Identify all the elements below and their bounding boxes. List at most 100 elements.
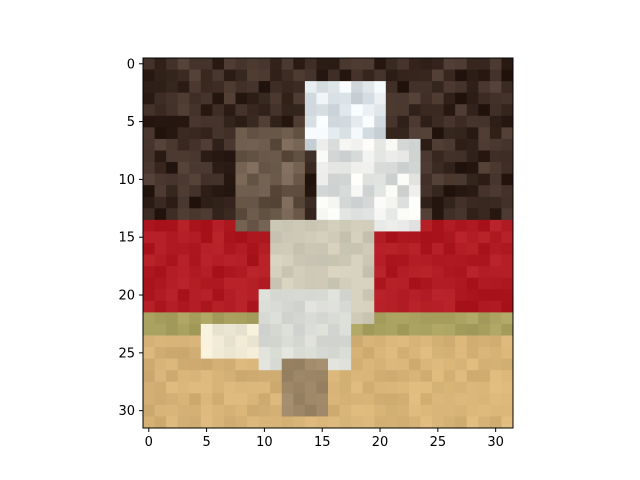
image-pixel [397,208,410,221]
image-pixel [200,150,213,163]
image-pixel [420,393,433,406]
image-pixel [466,393,479,406]
image-pixel [293,115,306,128]
image-pixel [385,347,398,360]
image-pixel [432,162,445,175]
image-pixel [420,81,433,94]
image-pixel [166,150,179,163]
image-pixel [200,196,213,209]
image-pixel [304,370,317,383]
image-pixel [362,347,375,360]
image-pixel [200,266,213,279]
image-pixel [351,219,364,232]
image-pixel [478,312,491,325]
image-pixel [247,243,260,255]
image-pixel [304,347,317,360]
image-pixel [223,69,236,82]
image-pixel [304,277,317,290]
image-pixel [362,243,375,255]
image-pixel [200,173,213,186]
image-pixel [281,254,294,267]
image-pixel [177,358,190,371]
image-pixel [489,127,502,140]
image-pixel [281,104,294,117]
image-pixel [339,104,352,117]
image-pixel [489,150,502,163]
image-pixel [270,335,283,348]
image-pixel [223,277,236,290]
image-pixel [339,347,352,360]
image-pixel [235,81,248,94]
image-pixel [339,300,352,313]
image-pixel [258,416,271,429]
image-pixel [247,381,260,394]
image-pixel [270,173,283,186]
image-pixel [420,323,433,336]
image-pixel [328,266,340,279]
image-pixel [466,254,479,267]
image-pixel [212,347,225,360]
image-pixel [212,138,225,151]
image-pixel [362,150,375,163]
image-pixel [501,92,514,105]
image-pixel [397,185,410,198]
image-pixel [166,347,179,360]
image-pixel [166,358,179,371]
image-pixel [258,92,271,105]
image-pixel [466,300,479,313]
image-pixel [247,162,260,175]
image-pixel [478,92,491,105]
image-pixel [304,300,317,313]
image-pixel [143,300,155,313]
image-pixel [281,266,294,279]
image-pixel [235,300,248,313]
image-pixel [166,219,179,232]
image-pixel [374,185,387,198]
x-tick-label: 10 [256,435,273,450]
image-pixel [362,254,375,267]
image-pixel [478,381,491,394]
image-pixel [408,381,421,394]
image-pixel [420,312,433,325]
image-pixel [166,58,179,70]
image-pixel [143,335,155,348]
image-pixel [304,254,317,267]
image-pixel [385,138,398,151]
image-pixel [270,404,283,417]
image-pixel [200,58,213,70]
image-pixel [420,243,433,255]
image-pixel [212,381,225,394]
image-pixel [443,81,456,94]
image-pixel [397,416,410,429]
image-pixel [212,300,225,313]
image-pixel [455,104,468,117]
image-pixel [351,127,364,140]
image-pixel [420,185,433,198]
image-pixel [443,254,456,267]
image-pixel [339,115,352,128]
image-pixel [362,266,375,279]
image-pixel [177,127,190,140]
image-pixel [443,335,456,348]
image-pixel [189,347,202,360]
image-pixel [339,150,352,163]
image-pixel [223,231,236,244]
image-pixel [270,69,283,82]
image-pixel [362,381,375,394]
image-pixel [328,312,340,325]
image-pixel [270,381,283,394]
image-pixel [478,254,491,267]
image-pixel [455,150,468,163]
image-pixel [362,300,375,313]
image-pixel [200,323,213,336]
image-pixel [247,138,260,151]
image-pixel [258,81,271,94]
image-pixel [212,312,225,325]
image-pixel [328,289,340,302]
image-pixel [235,231,248,244]
image-pixel [397,81,410,94]
image-pixel [293,185,306,198]
image-pixel [316,323,329,336]
image-pixel [339,289,352,302]
image-pixel [189,277,202,290]
